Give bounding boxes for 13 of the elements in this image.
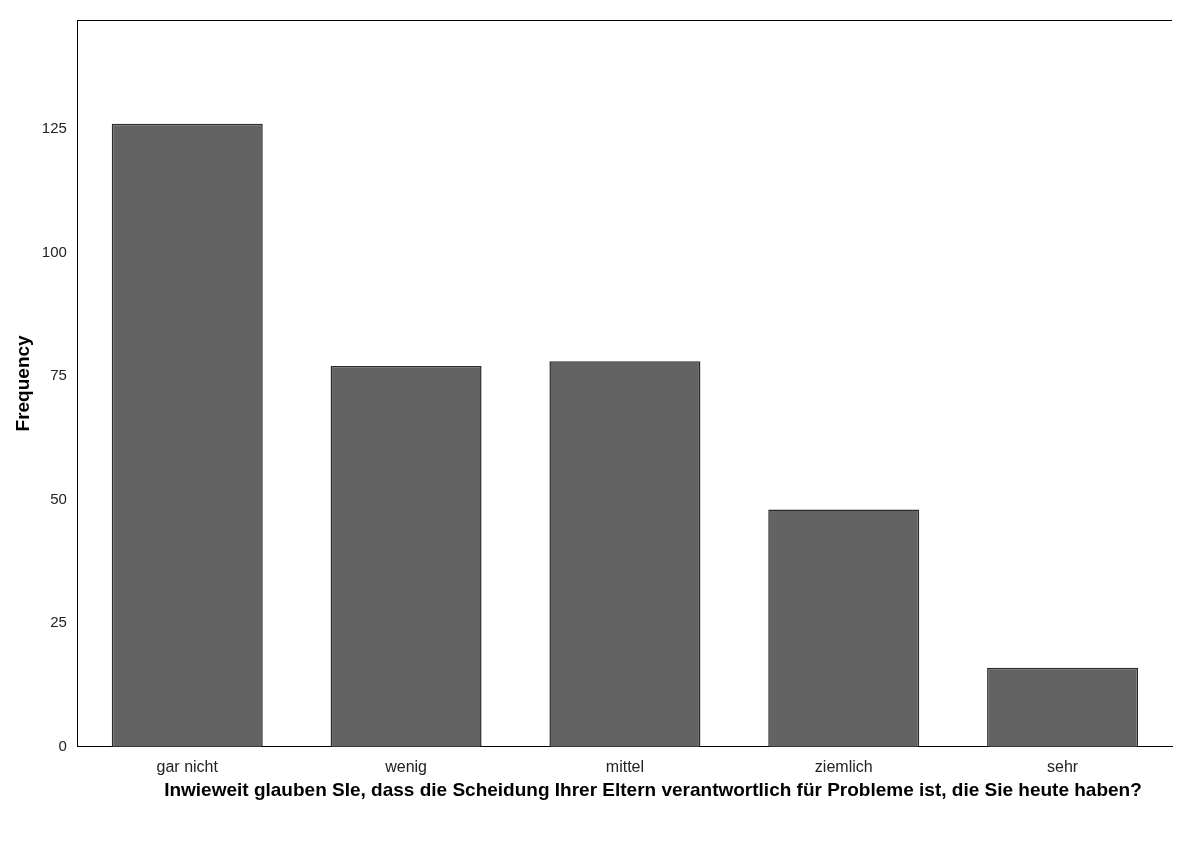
- x-tick-label: ziemlich: [814, 757, 873, 775]
- y-tick-label: 0: [58, 736, 67, 754]
- x-tick-label: gar nicht: [156, 757, 219, 775]
- y-tick-label: 25: [50, 613, 67, 631]
- y-tick-label: 50: [50, 489, 67, 507]
- y-tick-label: 75: [50, 366, 67, 384]
- x-tick-label: wenig: [384, 757, 427, 775]
- y-tick-label: 125: [41, 118, 67, 136]
- x-tick-label: sehr: [1047, 757, 1079, 775]
- y-axis-title: Frequency: [11, 334, 33, 432]
- x-axis-title: Inwieweit glauben SIe, dass die Scheidung Ihrer Eltern verantwortlich für Probleme ist, die Sie heute haben?: [163, 779, 1143, 800]
- x-tick-label: mittel: [605, 757, 645, 775]
- y-tick-label: 100: [41, 242, 67, 260]
